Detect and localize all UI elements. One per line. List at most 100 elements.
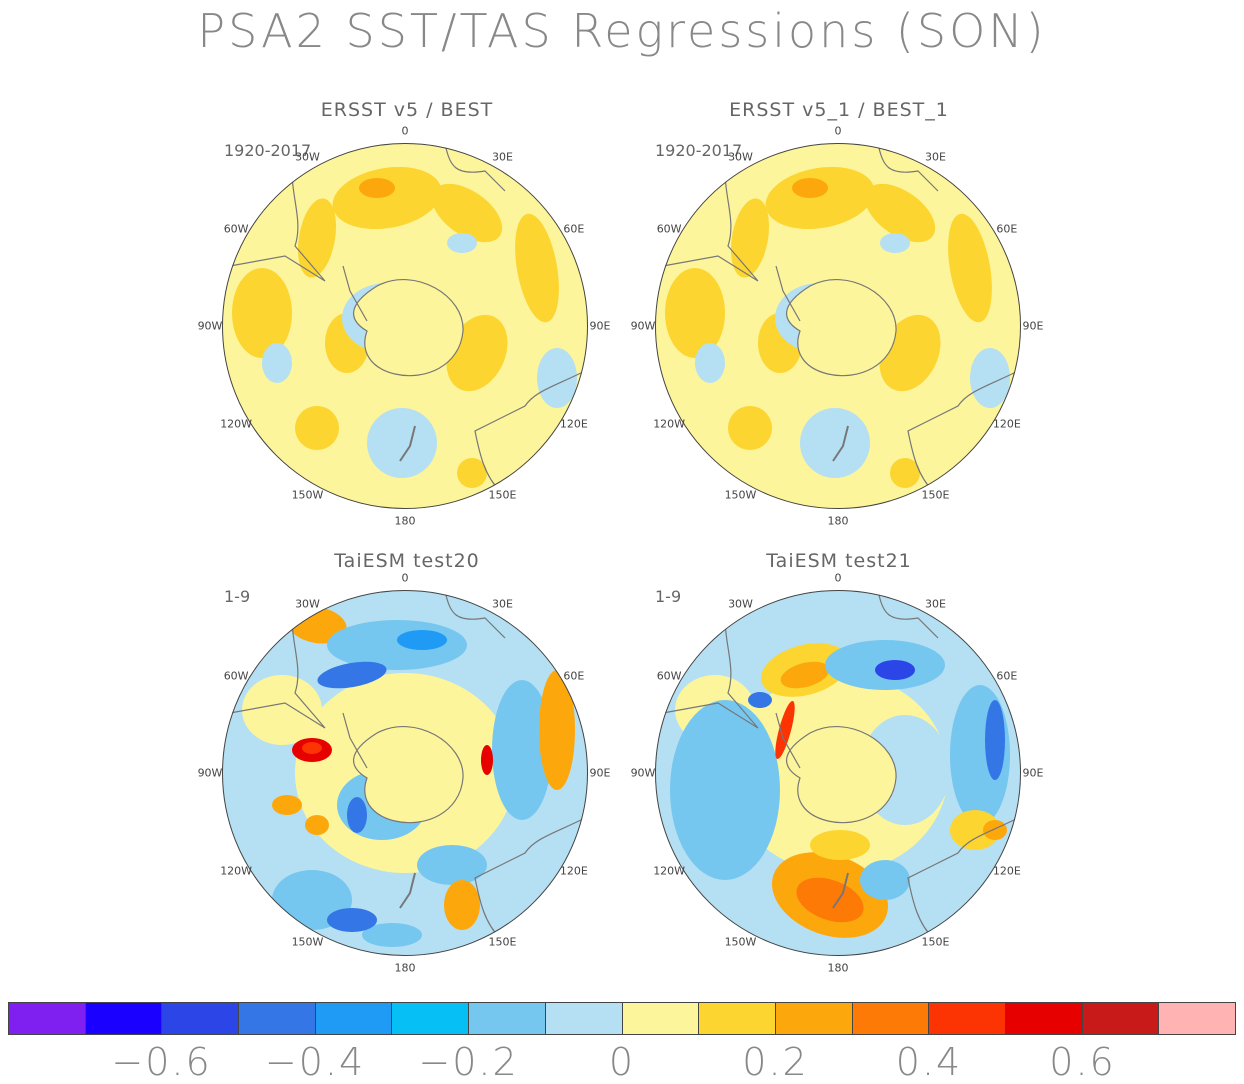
lon-label: 60W xyxy=(656,222,682,235)
anomaly-patch xyxy=(417,845,487,885)
colorbar-tick-label: 0.2 xyxy=(742,1040,809,1084)
lon-label: 90W xyxy=(197,319,223,333)
africa-coastline xyxy=(877,590,939,639)
colorbar-segment xyxy=(1159,1002,1236,1035)
polar-map-3 xyxy=(222,590,588,956)
anomaly-patch xyxy=(880,233,910,253)
colorbar-segment xyxy=(699,1002,776,1035)
lon-label: 120W xyxy=(220,864,253,877)
lon-label: 180 xyxy=(394,514,416,528)
lon-label: 120E xyxy=(992,864,1021,877)
anomaly-patch xyxy=(775,700,795,760)
lon-label: 30W xyxy=(295,597,320,611)
lon-label: 0 xyxy=(401,571,409,585)
anomaly-patch xyxy=(539,670,575,790)
africa-coastline xyxy=(444,143,506,192)
anomaly-patch xyxy=(317,661,387,689)
panel-period-2: 1920-2017 xyxy=(655,141,743,160)
figure-title: PSA2 SST/TAS Regressions (SON) xyxy=(197,4,1047,58)
lon-label: 60E xyxy=(996,222,1018,235)
lon-label: 30W xyxy=(728,597,753,611)
lon-label: 60E xyxy=(563,222,585,235)
panel-title-2: ERSST v5_1 / BEST_1 xyxy=(729,99,949,121)
map-boundary xyxy=(655,143,1021,509)
map-boundary xyxy=(655,590,1021,956)
anomaly-patch xyxy=(983,820,1007,840)
anomaly-patch xyxy=(295,406,339,450)
lon-label: 150E xyxy=(921,935,950,949)
lon-label: 30E xyxy=(492,150,513,164)
anomaly-patch xyxy=(327,620,467,670)
anomaly-patch xyxy=(367,408,437,478)
anomaly-patch xyxy=(431,183,503,243)
lon-label: 90W xyxy=(197,766,223,780)
anomaly-patch xyxy=(864,183,936,243)
lon-label: 180 xyxy=(827,514,849,528)
anomaly-patch xyxy=(728,406,772,450)
anomaly-patch xyxy=(362,923,422,947)
anomaly-patch xyxy=(748,692,772,708)
lon-label: 120E xyxy=(992,417,1021,430)
lon-label: 150W xyxy=(724,488,757,502)
anomaly-patch xyxy=(970,348,1010,408)
colorbar-segment xyxy=(1082,1002,1160,1035)
anomaly-patch xyxy=(302,742,322,754)
lon-label: 30E xyxy=(925,150,946,164)
colorbar-segment xyxy=(1005,1002,1083,1035)
anomaly-patch xyxy=(950,810,1000,850)
panel-period-4: 1-9 xyxy=(655,587,682,606)
panel-title-1: ERSST v5 / BEST xyxy=(320,99,494,121)
panel-title-4: TaiESM test21 xyxy=(766,550,912,572)
anomaly-patch xyxy=(262,343,292,383)
lon-label: 150E xyxy=(921,488,950,502)
anomaly-patch xyxy=(670,700,780,880)
antarctica-coastline xyxy=(353,726,464,824)
polar-map-1 xyxy=(222,143,588,509)
anomaly-patch xyxy=(810,830,870,860)
africa-coastline xyxy=(877,143,939,192)
anomaly-patch xyxy=(792,178,828,198)
colorbar-segment xyxy=(8,1002,86,1035)
colorbar-segment xyxy=(162,1002,240,1035)
panel-title-3: TaiESM test20 xyxy=(334,550,480,572)
antarctica-coastline xyxy=(786,726,897,824)
lon-label: 180 xyxy=(394,961,416,975)
africa-coastline xyxy=(444,590,506,639)
new-zealand-coastline xyxy=(399,425,416,462)
lon-label: 90E xyxy=(1022,766,1044,780)
colorbar-segment xyxy=(239,1002,316,1035)
new-zealand-coastline xyxy=(832,425,849,462)
lon-label: 120W xyxy=(220,417,253,430)
lon-label: 120W xyxy=(653,864,686,877)
lon-label: 90W xyxy=(630,766,656,780)
anomaly-patch xyxy=(537,348,577,408)
antarctica-coastline xyxy=(353,279,464,377)
lon-label: 180 xyxy=(827,961,849,975)
lon-label: 30W xyxy=(295,150,320,164)
anomaly-patch xyxy=(359,178,395,198)
panel-period-1: 1920-2017 xyxy=(224,141,312,160)
anomaly-patch xyxy=(948,213,992,323)
anomaly-patch xyxy=(796,877,864,923)
colorbar-segment xyxy=(929,1002,1006,1035)
lon-label: 90W xyxy=(630,319,656,333)
colorbar-tick-label: −0.6 xyxy=(111,1040,212,1084)
lon-label: 150W xyxy=(724,935,757,949)
anomaly-patch xyxy=(332,166,442,230)
anomaly-patch xyxy=(397,630,447,650)
lon-label: 90E xyxy=(589,319,611,333)
anomaly-patch xyxy=(860,860,910,900)
lon-label: 90E xyxy=(589,766,611,780)
colorbar-tick-label: 0.4 xyxy=(895,1040,963,1084)
colorbar-segment xyxy=(622,1002,700,1035)
colorbar-tick-label: −0.4 xyxy=(264,1040,366,1084)
anomaly-patch xyxy=(665,268,725,358)
anomaly-patch xyxy=(695,343,725,383)
lon-label: 150E xyxy=(488,935,517,949)
australia-coastline xyxy=(907,370,1019,492)
map-boundary xyxy=(222,590,588,956)
antarctica-coastline xyxy=(786,279,897,377)
lon-label: 60W xyxy=(223,222,249,235)
anomaly-patch xyxy=(232,268,292,358)
lon-label: 120E xyxy=(559,864,588,877)
